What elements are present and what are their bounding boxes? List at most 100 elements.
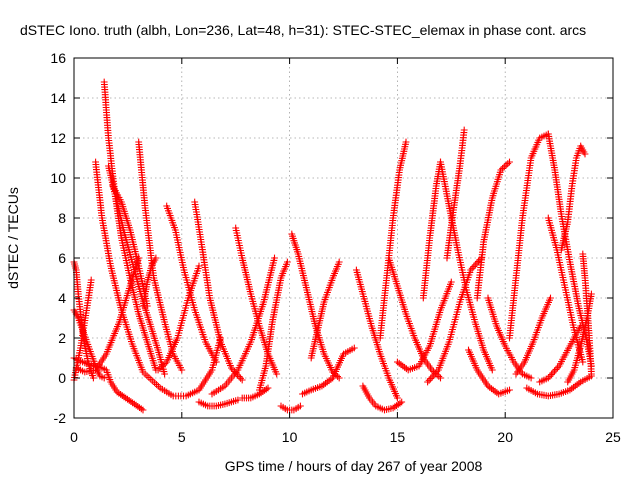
data-point — [228, 364, 235, 372]
data-point — [502, 161, 510, 169]
data-point — [195, 262, 203, 270]
series-arc-33 — [443, 126, 468, 262]
x-axis-label: GPS time / hours of day 267 of year 2008 — [225, 458, 483, 474]
data-point — [100, 374, 108, 382]
series-arc-22 — [277, 402, 304, 414]
data-point — [424, 378, 431, 386]
data-point — [335, 258, 343, 266]
series-arc-30 — [419, 158, 444, 302]
data-point — [152, 254, 160, 262]
data-point — [467, 266, 475, 274]
chart-title: dSTEC Iono. truth (albh, Lon=236, Lat=48… — [20, 22, 586, 38]
series-arc-01 — [70, 354, 147, 414]
data-point — [350, 344, 358, 352]
data-point — [546, 372, 554, 380]
y-tick-label: 8 — [58, 210, 66, 226]
series-arc-09 — [109, 182, 151, 310]
series-arc-41 — [557, 142, 589, 254]
series-arc-13 — [163, 202, 220, 366]
data-point — [430, 371, 438, 379]
data-point — [396, 399, 404, 407]
y-tick-label: 6 — [58, 250, 66, 266]
series-arc-18 — [208, 254, 278, 398]
data-point — [238, 376, 246, 384]
data-point — [527, 374, 535, 382]
data-point — [577, 322, 585, 330]
data-points — [70, 78, 595, 414]
data-point — [271, 254, 278, 262]
plot-frame — [73, 57, 614, 419]
data-point — [394, 394, 401, 402]
data-point — [488, 366, 496, 374]
data-point — [460, 126, 468, 134]
series-arc-23 — [299, 344, 358, 398]
data-point — [335, 374, 343, 382]
data-point — [90, 374, 97, 382]
series-arc-10 — [135, 138, 186, 374]
data-point — [579, 358, 587, 366]
series-arc-29 — [394, 278, 455, 374]
y-tick-label: -2 — [54, 410, 67, 426]
x-tick-label: 25 — [605, 429, 621, 445]
series-arc-35 — [473, 158, 513, 302]
data-point — [273, 370, 281, 378]
data-point — [398, 398, 406, 406]
data-point — [470, 263, 478, 270]
y-tick-label: 16 — [50, 50, 66, 66]
data-point — [156, 365, 164, 372]
data-point — [159, 361, 167, 369]
data-point — [154, 366, 162, 374]
y-tick-label: 2 — [58, 330, 66, 346]
series-arc-19 — [238, 384, 272, 402]
series-arc-11 — [141, 334, 224, 400]
data-point — [262, 385, 270, 393]
series-arc-16 — [195, 396, 242, 410]
y-axis-label: dSTEC / TECUs — [5, 187, 21, 289]
data-point — [113, 388, 121, 396]
series-arc-38 — [512, 294, 554, 378]
data-point — [402, 138, 410, 146]
y-tick-label: 0 — [58, 370, 66, 386]
data-point — [551, 367, 558, 375]
data-point — [499, 165, 506, 172]
data-point — [547, 294, 554, 302]
data-point — [549, 369, 557, 377]
data-point — [297, 402, 304, 410]
x-tick-label: 15 — [390, 429, 406, 445]
x-tick-label: 0 — [70, 429, 78, 445]
data-point — [127, 398, 135, 405]
data-point — [435, 373, 443, 380]
data-point — [134, 403, 142, 410]
data-point — [234, 396, 242, 404]
data-point — [475, 258, 482, 265]
y-tick-label: 10 — [50, 170, 66, 186]
data-point — [161, 370, 168, 378]
data-point — [504, 160, 512, 167]
x-tick-label: 10 — [282, 429, 298, 445]
series-arc-31 — [437, 158, 496, 374]
data-point — [484, 382, 492, 390]
series-arc-20 — [256, 258, 291, 394]
data-point — [500, 163, 508, 171]
grid — [74, 58, 613, 418]
series-arc-17 — [232, 224, 281, 378]
data-point — [161, 360, 169, 367]
series-arc-15 — [191, 198, 246, 384]
data-point — [473, 259, 481, 267]
series-arc-40 — [536, 322, 585, 386]
data-point — [433, 368, 441, 376]
series-arc-24 — [307, 258, 343, 362]
data-point — [431, 370, 439, 377]
data-point — [178, 366, 186, 374]
data-point — [548, 371, 555, 378]
y-tick-label: 12 — [50, 130, 66, 146]
series-arc-32 — [424, 254, 485, 386]
x-tick-label: 20 — [497, 429, 513, 445]
data-point — [235, 373, 243, 380]
series-arc-14 — [154, 262, 203, 374]
data-point — [428, 366, 436, 374]
data-point — [581, 150, 589, 158]
data-point — [552, 366, 560, 373]
